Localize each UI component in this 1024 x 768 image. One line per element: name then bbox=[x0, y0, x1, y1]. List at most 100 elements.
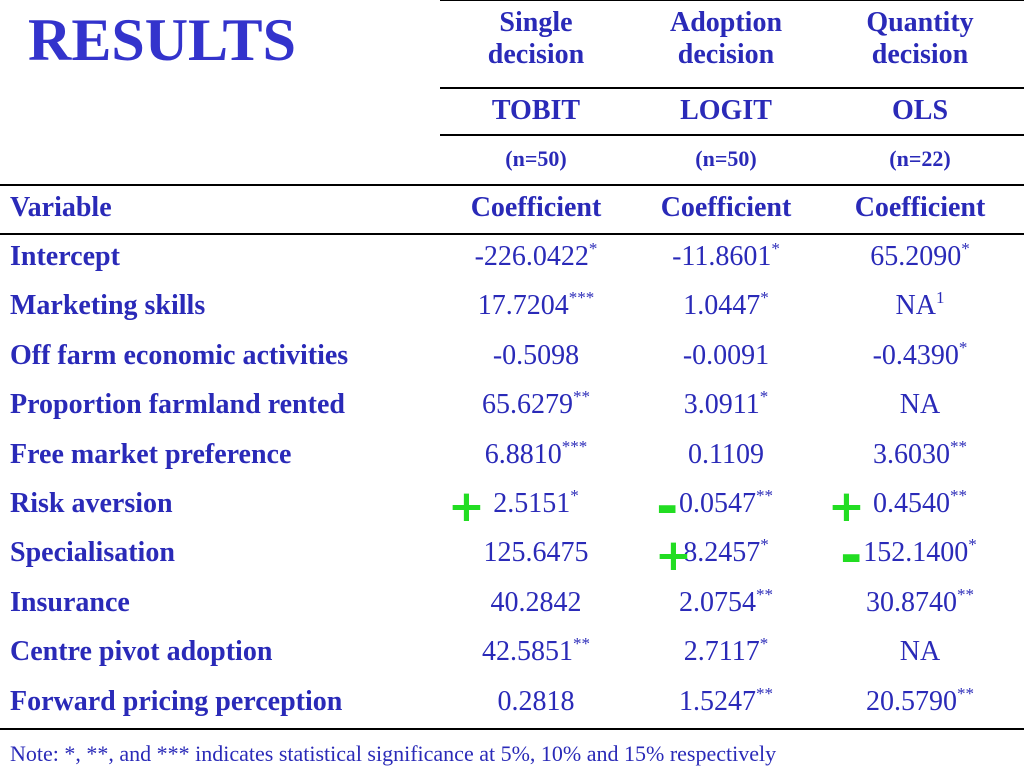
variable-name: Free market preference bbox=[10, 439, 292, 470]
rule-model bbox=[440, 87, 1024, 89]
coefficient-value: 20.5790** bbox=[820, 684, 1020, 718]
minus-sign-annotation: - bbox=[840, 524, 863, 587]
variable-header: Variable bbox=[10, 192, 112, 223]
coefficient-header: Coefficient bbox=[470, 192, 602, 223]
coefficient-value: -226.0422* bbox=[440, 239, 632, 273]
significance-marker: ** bbox=[950, 486, 967, 505]
sample-size: (n=22) bbox=[889, 146, 951, 171]
coefficient-number: -11.8601 bbox=[672, 241, 772, 272]
coefficient-number: 0.1109 bbox=[688, 439, 764, 470]
coefficient-value: 17.7204*** bbox=[440, 288, 632, 322]
coefficient-number: 152.1400 bbox=[863, 537, 969, 568]
col-header-line: Single bbox=[499, 7, 573, 38]
significance-marker: * bbox=[958, 338, 968, 357]
plus-sign-annotation: + bbox=[828, 481, 865, 532]
model-ols: OLS bbox=[891, 95, 949, 126]
coefficient-value: 40.2842 bbox=[440, 587, 632, 619]
coefficient-value: 152.1400* bbox=[820, 535, 1020, 569]
coefficient-value: 2.5151* bbox=[440, 486, 632, 520]
rule-n bbox=[440, 134, 1024, 136]
coefficient-value: 2.7117* bbox=[632, 634, 820, 668]
coefficient-value: 42.5851** bbox=[440, 634, 632, 668]
coefficient-number: 17.7204 bbox=[477, 290, 569, 321]
model-logit: LOGIT bbox=[680, 95, 772, 126]
coefficient-value: -11.8601* bbox=[632, 239, 820, 273]
coefficient-value: -0.4390* bbox=[820, 338, 1020, 372]
coefficient-value: -0.5098 bbox=[440, 340, 632, 372]
coefficient-value: NA bbox=[820, 636, 1020, 668]
coefficient-value: 2.0754** bbox=[632, 585, 820, 619]
coefficient-header: Coefficient bbox=[854, 192, 986, 223]
coefficient-value: 0.4540** bbox=[820, 486, 1020, 520]
coefficient-value: -0.0091 bbox=[632, 340, 820, 372]
plus-sign-annotation: + bbox=[448, 481, 485, 532]
significance-marker: *** bbox=[561, 437, 588, 456]
footnote: Note: *, **, and *** indicates statistic… bbox=[10, 741, 777, 766]
coefficient-value: 30.8740** bbox=[820, 585, 1020, 619]
plus-sign-annotation: + bbox=[655, 530, 692, 581]
significance-marker: * bbox=[760, 535, 769, 554]
col-header-adoption: Adoption decision bbox=[632, 7, 820, 71]
coefficient-number: 40.2842 bbox=[490, 587, 582, 618]
coefficient-number: 20.5790 bbox=[866, 686, 957, 717]
coefficient-value: 0.1109 bbox=[632, 439, 820, 471]
coefficient-number: -0.4390 bbox=[872, 340, 959, 371]
coefficient-number: 42.5851 bbox=[482, 636, 573, 667]
coefficient-number: 0.2818 bbox=[497, 686, 575, 717]
coefficient-number: 2.7117 bbox=[683, 636, 760, 667]
coefficient-value: NA bbox=[820, 389, 1020, 421]
coefficient-number: -0.0091 bbox=[682, 340, 770, 371]
col-header-line: Quantity bbox=[866, 7, 974, 38]
coefficient-value: 6.8810*** bbox=[440, 437, 632, 471]
coefficient-value: 1.5247** bbox=[632, 684, 820, 718]
variable-name: Marketing skills bbox=[10, 290, 206, 321]
coefficient-number: 2.5151 bbox=[493, 488, 571, 519]
significance-marker: * bbox=[961, 239, 970, 258]
rule-header bbox=[0, 184, 1024, 186]
variable-name: Centre pivot adoption bbox=[10, 636, 273, 667]
rule-top bbox=[440, 0, 1024, 1]
coefficient-number: 6.8810 bbox=[484, 439, 562, 470]
coefficient-number: 3.6030 bbox=[873, 439, 950, 470]
col-header-quantity: Quantity decision bbox=[820, 7, 1020, 71]
coefficient-number: 2.0754 bbox=[679, 587, 756, 618]
significance-marker: * bbox=[570, 486, 579, 505]
coefficient-number: 0.0547 bbox=[679, 488, 756, 519]
col-header-line: Adoption bbox=[669, 7, 783, 38]
model-tobit: TOBIT bbox=[491, 95, 581, 126]
coefficient-value: 0.2818 bbox=[440, 686, 632, 718]
coefficient-value: 65.6279** bbox=[440, 387, 632, 421]
variable-name: Proportion farmland rented bbox=[10, 389, 345, 420]
significance-marker: * bbox=[759, 634, 769, 653]
significance-marker: * bbox=[588, 239, 598, 258]
variable-name: Off farm economic activities bbox=[10, 340, 349, 371]
variable-name: Specialisation bbox=[10, 537, 175, 568]
variable-name: Intercept bbox=[10, 241, 120, 272]
col-header-line: decision bbox=[871, 39, 969, 70]
coefficient-number: NA bbox=[899, 389, 941, 420]
significance-marker: ** bbox=[756, 585, 773, 604]
col-header-line: decision bbox=[487, 39, 585, 70]
coefficient-number: 8.2457 bbox=[683, 537, 761, 568]
rule-body bbox=[0, 233, 1024, 235]
sample-size: (n=50) bbox=[505, 146, 567, 171]
variable-name: Insurance bbox=[10, 587, 130, 618]
minus-sign-annotation: - bbox=[656, 475, 679, 538]
coefficient-value: 1.0447* bbox=[632, 288, 820, 322]
coefficient-number: 1.5247 bbox=[679, 686, 756, 717]
coefficient-value: 8.2457* bbox=[632, 535, 820, 569]
significance-marker: ** bbox=[950, 437, 967, 456]
coefficient-value: NA1 bbox=[820, 288, 1020, 322]
coefficient-value: 65.2090* bbox=[820, 239, 1020, 273]
coefficient-number: 1.0447 bbox=[683, 290, 761, 321]
variable-name: Forward pricing perception bbox=[10, 686, 343, 717]
sample-size: (n=50) bbox=[695, 146, 757, 171]
coefficient-value: 125.6475 bbox=[440, 537, 632, 569]
significance-marker: ** bbox=[573, 634, 590, 653]
coefficient-number: 0.4540 bbox=[873, 488, 950, 519]
significance-marker: 1 bbox=[935, 288, 945, 307]
coefficient-number: 3.0911 bbox=[683, 389, 760, 420]
coefficient-number: NA bbox=[895, 290, 936, 321]
coefficient-number: 30.8740 bbox=[866, 587, 957, 618]
coefficient-number: 65.6279 bbox=[482, 389, 573, 420]
